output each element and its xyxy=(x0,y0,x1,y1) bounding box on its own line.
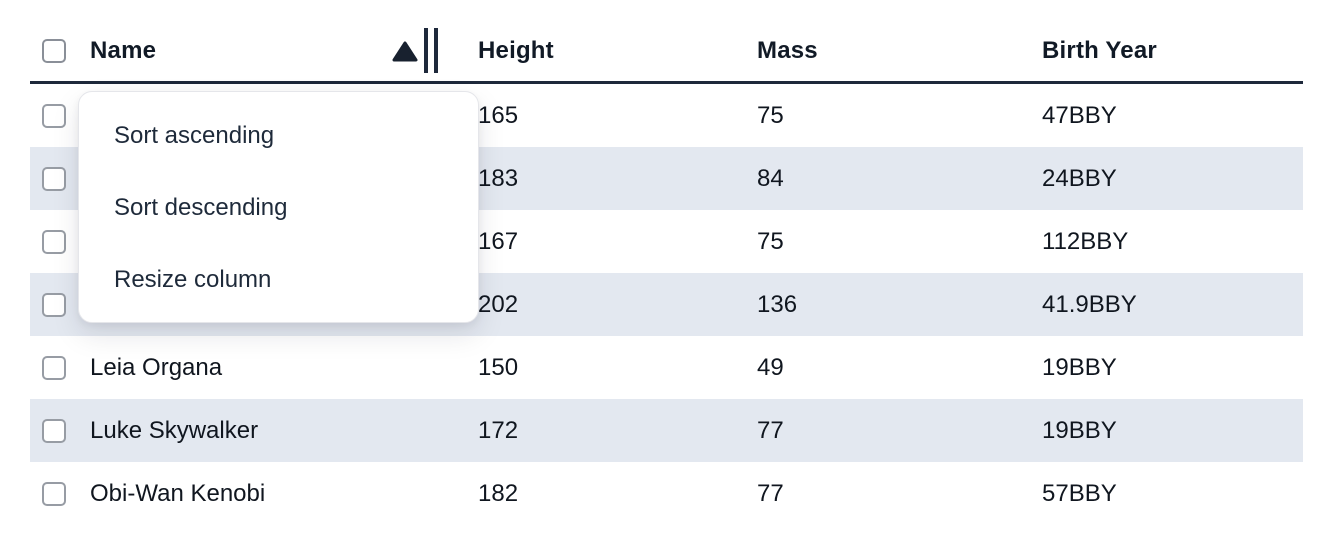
row-select-cell xyxy=(30,229,78,254)
table-row: Leia Organa 150 49 19BBY xyxy=(30,336,1303,399)
row-checkbox[interactable] xyxy=(42,355,66,380)
cell-mass: 75 xyxy=(757,227,784,255)
column-header-name[interactable]: Name xyxy=(78,20,466,81)
row-select-cell xyxy=(30,292,78,317)
column-label-birth-year: Birth Year xyxy=(1042,36,1157,64)
row-select-cell xyxy=(30,103,78,128)
menu-item-resize-column[interactable]: Resize column xyxy=(114,266,272,293)
column-context-menu: Sort ascending Sort descending Resize co… xyxy=(78,91,479,323)
cell-birth-year: 112BBY xyxy=(1042,227,1129,255)
row-checkbox[interactable] xyxy=(42,292,66,317)
row-select-cell xyxy=(30,481,78,506)
row-checkbox[interactable] xyxy=(42,481,66,506)
column-header-mass[interactable]: Mass xyxy=(745,37,1030,65)
cell-mass: 84 xyxy=(757,164,784,192)
column-header-birth-year[interactable]: Birth Year xyxy=(1030,37,1303,65)
cell-height: 150 xyxy=(478,353,519,381)
cell-mass: 77 xyxy=(757,416,784,444)
menu-item-sort-ascending[interactable]: Sort ascending xyxy=(114,122,275,149)
cell-height: 172 xyxy=(478,416,519,444)
column-label-height: Height xyxy=(478,36,554,64)
menu-item-sort-descending[interactable]: Sort descending xyxy=(114,194,288,221)
row-checkbox[interactable] xyxy=(42,103,66,128)
column-header-height[interactable]: Height xyxy=(466,37,745,65)
cell-birth-year: 19BBY xyxy=(1042,416,1117,444)
select-all-checkbox[interactable] xyxy=(42,38,66,63)
cell-name: Luke Skywalker xyxy=(90,416,259,444)
cell-birth-year: 57BBY xyxy=(1042,479,1117,507)
row-select-cell xyxy=(30,355,78,380)
cell-birth-year: 41.9BBY xyxy=(1042,290,1137,318)
cell-height: 202 xyxy=(478,290,519,318)
table-row: Obi-Wan Kenobi 182 77 57BBY xyxy=(30,462,1303,510)
cell-mass: 75 xyxy=(757,101,784,129)
column-resize-handle[interactable] xyxy=(424,28,438,73)
cell-mass: 136 xyxy=(757,290,798,318)
cell-height: 165 xyxy=(478,101,519,129)
cell-mass: 49 xyxy=(757,353,784,381)
table-header-row: Name Height Mass Birth Year xyxy=(30,0,1303,84)
row-checkbox[interactable] xyxy=(42,166,66,191)
sort-ascending-triangle-icon xyxy=(392,41,418,62)
table-row: Luke Skywalker 172 77 19BBY xyxy=(30,399,1303,462)
cell-birth-year: 24BBY xyxy=(1042,164,1117,192)
row-select-cell xyxy=(30,418,78,443)
row-checkbox[interactable] xyxy=(42,418,66,443)
cell-mass: 77 xyxy=(757,479,784,507)
cell-birth-year: 47BBY xyxy=(1042,101,1117,129)
row-checkbox[interactable] xyxy=(42,229,66,254)
cell-name: Obi-Wan Kenobi xyxy=(90,479,266,507)
cell-height: 167 xyxy=(478,227,519,255)
cell-height: 182 xyxy=(478,479,519,507)
select-all-cell xyxy=(30,38,78,63)
cell-height: 183 xyxy=(478,164,519,192)
cell-birth-year: 19BBY xyxy=(1042,353,1117,381)
column-label-mass: Mass xyxy=(757,36,818,64)
row-select-cell xyxy=(30,166,78,191)
column-label-name: Name xyxy=(90,36,157,64)
cell-name: Leia Organa xyxy=(90,353,223,381)
